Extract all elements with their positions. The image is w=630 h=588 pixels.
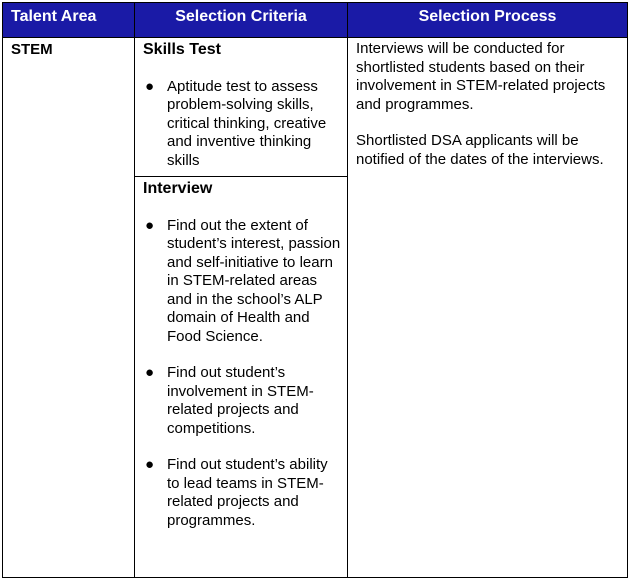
header-selection-process: Selection Process [347,2,628,38]
criteria-bullet-list: ● Find out the extent of student’s inter… [143,217,343,531]
talent-area-cell: STEM [2,37,135,578]
criteria-interview: Interview ● Find out the extent of stude… [135,177,347,577]
header-selection-criteria: Selection Criteria [134,2,348,38]
criteria-bullet-list: ● Aptitude test to assess problem-solvin… [143,78,343,171]
talent-area-label: STEM [11,41,53,58]
bullet-dot-icon: ● [145,216,155,234]
header-talent-area: Talent Area [2,2,135,38]
selection-process-cell: Interviews will be conducted for shortli… [347,37,628,578]
table-row: STEM Skills Test ● Aptitude test to asse… [2,37,628,578]
bullet-dot-icon: ● [145,456,155,473]
list-item: ● Aptitude test to assess problem-solvin… [143,78,343,171]
process-paragraph: Interviews will be conducted for shortli… [356,40,606,113]
process-paragraph: Shortlisted DSA applicants will be notif… [356,132,604,168]
list-item-text: Find out student’s involvement in STEM-r… [167,364,314,437]
list-item-text: Find out student’s ability to lead teams… [167,456,328,529]
selection-criteria-cell: Skills Test ● Aptitude test to assess pr… [134,37,348,578]
criteria-title: Interview [143,180,213,197]
criteria-skills-test: Skills Test ● Aptitude test to assess pr… [135,38,347,177]
header-row: Talent Area Selection Criteria Selection… [2,2,628,38]
list-item: ● Find out the extent of student’s inter… [143,217,343,347]
criteria-title: Skills Test [143,41,221,58]
list-item-text: Find out the extent of student’s interes… [167,216,341,345]
dsa-selection-table: Talent Area Selection Criteria Selection… [2,2,628,578]
list-item: ● Find out student’s ability to lead tea… [143,456,343,530]
bullet-dot-icon: ● [145,77,155,95]
list-item-text: Aptitude test to assess problem-solving … [167,77,327,169]
list-item: ● Find out student’s involvement in STEM… [143,364,343,438]
bullet-dot-icon: ● [145,364,155,381]
